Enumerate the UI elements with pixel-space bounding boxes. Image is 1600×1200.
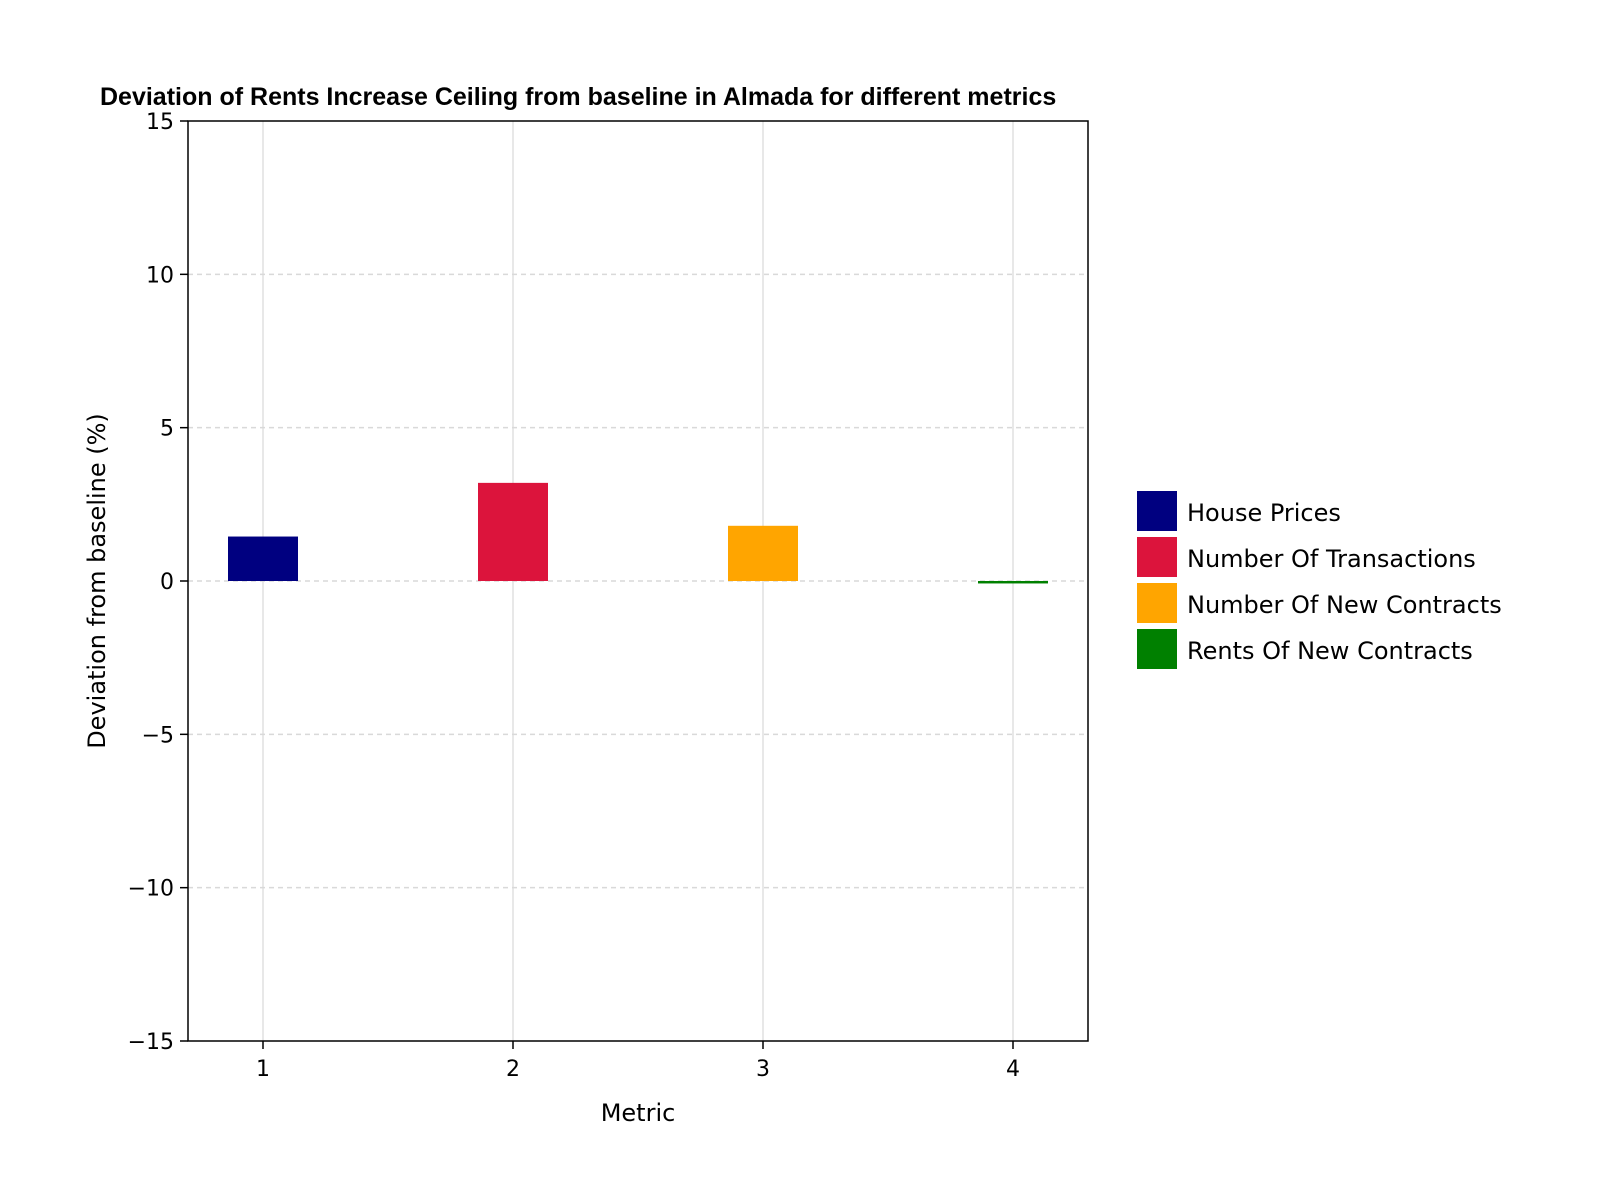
- bar: [728, 525, 798, 581]
- chart-title: Deviation of Rents Increase Ceiling from…: [100, 83, 1056, 111]
- legend-swatch: [1137, 629, 1177, 669]
- x-tick-label: 1: [256, 1057, 270, 1082]
- y-tick-label: 5: [160, 417, 174, 442]
- y-tick-label: −10: [128, 877, 174, 902]
- legend: House Prices Number Of Transactions Number…: [1137, 491, 1502, 669]
- y-tick-label: 0: [160, 570, 174, 595]
- legend-label: Number Of New Contracts: [1187, 591, 1502, 619]
- y-tick-label: −5: [142, 723, 174, 748]
- x-axis-label: Metric: [601, 1099, 676, 1127]
- legend-swatch: [1137, 491, 1177, 531]
- bar: [978, 581, 1048, 584]
- grid: [188, 121, 1088, 1041]
- legend-label: House Prices: [1187, 499, 1341, 527]
- legend-label: Rents Of New Contracts: [1187, 637, 1473, 665]
- legend-swatch: [1137, 583, 1177, 623]
- x-tick-label: 2: [506, 1057, 520, 1082]
- y-tick-label: 15: [146, 110, 174, 135]
- legend-swatch: [1137, 537, 1177, 577]
- bar: [478, 482, 548, 581]
- y-axis-label: Deviation from baseline (%): [83, 413, 111, 749]
- y-axis-ticks: 15 10 5 0 −5 −10 −15: [128, 110, 188, 1055]
- x-tick-label: 4: [1006, 1057, 1020, 1082]
- x-tick-label: 3: [756, 1057, 770, 1082]
- bar: [228, 536, 298, 581]
- x-axis-ticks: 1 2 3 4: [256, 1041, 1020, 1082]
- legend-label: Number Of Transactions: [1187, 545, 1476, 573]
- y-tick-label: −15: [128, 1030, 174, 1055]
- y-tick-label: 10: [146, 263, 174, 288]
- bars: [228, 482, 1048, 584]
